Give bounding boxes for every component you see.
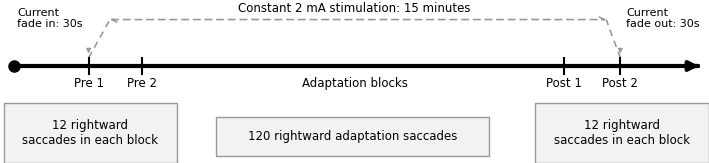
Text: Post 2: Post 2 bbox=[603, 77, 638, 90]
Text: Current
fade out: 30s: Current fade out: 30s bbox=[626, 8, 700, 29]
Text: 120 rightward adaptation saccades: 120 rightward adaptation saccades bbox=[248, 130, 457, 143]
Text: 12 rightward
saccades in each block: 12 rightward saccades in each block bbox=[23, 119, 158, 147]
FancyBboxPatch shape bbox=[216, 117, 489, 156]
Text: Adaptation blocks: Adaptation blocks bbox=[301, 77, 408, 90]
Text: Post 1: Post 1 bbox=[546, 77, 581, 90]
Text: Pre 2: Pre 2 bbox=[127, 77, 157, 90]
Text: Constant 2 mA stimulation: 15 minutes: Constant 2 mA stimulation: 15 minutes bbox=[238, 2, 471, 15]
Text: 12 rightward
saccades in each block: 12 rightward saccades in each block bbox=[554, 119, 690, 147]
FancyBboxPatch shape bbox=[4, 103, 177, 163]
Text: Current
fade in: 30s: Current fade in: 30s bbox=[17, 8, 82, 29]
Text: Pre 1: Pre 1 bbox=[74, 77, 104, 90]
FancyBboxPatch shape bbox=[535, 103, 709, 163]
